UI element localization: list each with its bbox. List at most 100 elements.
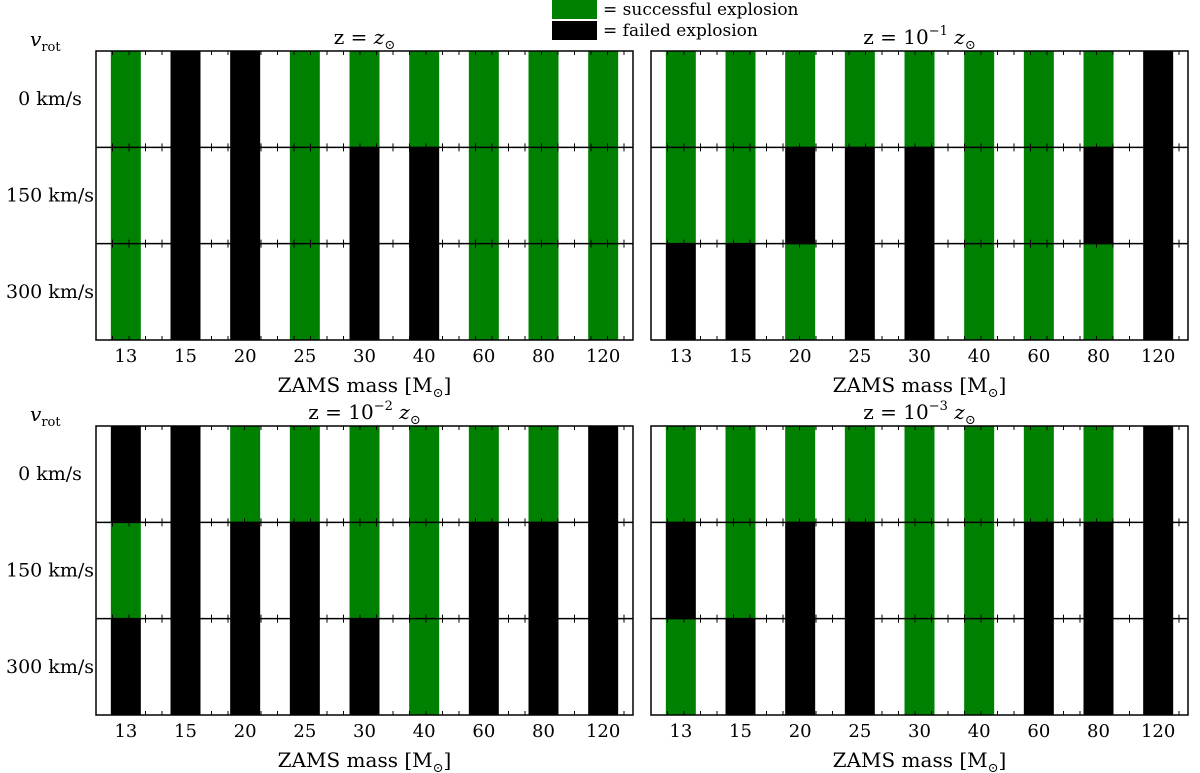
cell-15-0 bbox=[725, 51, 756, 148]
minor-ticks bbox=[667, 426, 1180, 715]
cell-25-300 bbox=[289, 618, 320, 715]
panel-title: z = 10−3 z⊙ bbox=[863, 399, 975, 428]
x-tick-label: 30 bbox=[908, 346, 931, 367]
panel-title: z = 10−1 z⊙ bbox=[863, 24, 975, 53]
cell-120-300 bbox=[588, 618, 619, 715]
cell-13-300 bbox=[665, 618, 696, 715]
cell-25-300 bbox=[289, 243, 320, 340]
cell-20-150 bbox=[230, 522, 261, 619]
cell-20-300 bbox=[785, 618, 816, 715]
cell-25-300 bbox=[844, 618, 875, 715]
panel-3: z = 10−2 z⊙ 13 15 20 25 30 40 60 80 120 ZAMS mass … bbox=[6, 399, 634, 773]
cell-30-150 bbox=[349, 147, 380, 244]
cell-80-300 bbox=[1083, 243, 1114, 340]
x-tick-label: 120 bbox=[586, 721, 620, 742]
cell-25-0 bbox=[289, 51, 320, 148]
cell-15-300 bbox=[725, 243, 756, 340]
cell-20-300 bbox=[785, 243, 816, 340]
x-tick-label: 80 bbox=[532, 721, 555, 742]
cell-60-150 bbox=[1023, 147, 1054, 244]
cell-20-300 bbox=[230, 618, 261, 715]
x-tick-label: 60 bbox=[472, 346, 495, 367]
panels: z = z⊙ 13 15 20 25 30 40 60 80 120 ZAMS mass [M⊙] 0… bbox=[6, 24, 1189, 773]
x-tick-label: 60 bbox=[472, 721, 495, 742]
x-tick-label: 40 bbox=[968, 346, 991, 367]
cell-13-0 bbox=[110, 51, 141, 148]
x-tick-label: 80 bbox=[532, 346, 555, 367]
cell-13-0 bbox=[665, 51, 696, 148]
cell-13-300 bbox=[110, 243, 141, 340]
cell-30-0 bbox=[349, 426, 380, 523]
legend-item-success: = successful explosion bbox=[552, 0, 799, 20]
x-tick-label: 20 bbox=[789, 721, 812, 742]
cell-60-0 bbox=[468, 426, 499, 523]
cell-20-0 bbox=[230, 426, 261, 523]
x-axis-label: ZAMS mass [M⊙] bbox=[833, 748, 1007, 773]
row-label: 150 km/s bbox=[6, 185, 94, 207]
panel-title: z = z⊙ bbox=[334, 25, 395, 53]
x-tick-label: 15 bbox=[174, 721, 197, 742]
cell-15-150 bbox=[725, 522, 756, 619]
legend-swatch bbox=[552, 0, 597, 19]
x-tick-label: 20 bbox=[234, 721, 257, 742]
cell-60-300 bbox=[468, 618, 499, 715]
cell-40-300 bbox=[409, 243, 440, 340]
cell-80-150 bbox=[528, 522, 559, 619]
y-axis-label: vrot bbox=[30, 402, 61, 430]
x-tick-label: 30 bbox=[353, 721, 376, 742]
cell-120-150 bbox=[1143, 147, 1174, 244]
x-tick-label: 60 bbox=[1027, 346, 1050, 367]
cell-30-0 bbox=[904, 426, 935, 523]
cell-25-150 bbox=[844, 522, 875, 619]
cell-13-0 bbox=[665, 426, 696, 523]
cell-25-0 bbox=[844, 426, 875, 523]
cell-80-0 bbox=[1083, 51, 1114, 148]
cell-20-0 bbox=[785, 426, 816, 523]
cell-80-300 bbox=[1083, 618, 1114, 715]
cell-13-0 bbox=[110, 426, 141, 523]
cell-20-300 bbox=[230, 243, 261, 340]
cell-80-300 bbox=[528, 618, 559, 715]
cell-40-150 bbox=[964, 147, 995, 244]
row-label: 150 km/s bbox=[6, 560, 94, 582]
x-tick-label: 40 bbox=[413, 346, 436, 367]
cell-60-300 bbox=[1023, 618, 1054, 715]
x-tick-label: 30 bbox=[353, 346, 376, 367]
row-label: 0 km/s bbox=[18, 463, 82, 485]
x-axis-label: ZAMS mass [M⊙] bbox=[278, 373, 452, 401]
x-tick-label: 20 bbox=[789, 346, 812, 367]
cell-40-150 bbox=[964, 522, 995, 619]
panel-title: z = 10−2 z⊙ bbox=[308, 399, 420, 428]
cell-120-150 bbox=[588, 522, 619, 619]
x-tick-label: 25 bbox=[848, 721, 871, 742]
x-tick-label: 80 bbox=[1087, 721, 1110, 742]
cell-40-0 bbox=[409, 426, 440, 523]
cell-30-150 bbox=[904, 522, 935, 619]
legend-item-fail: = failed explosion bbox=[552, 21, 758, 41]
minor-ticks bbox=[112, 51, 625, 340]
cell-120-0 bbox=[588, 426, 619, 523]
x-tick-label: 25 bbox=[293, 346, 316, 367]
cell-30-0 bbox=[904, 51, 935, 148]
panel-1: z = z⊙ 13 15 20 25 30 40 60 80 120 ZAMS mass [M⊙] 0… bbox=[6, 25, 634, 401]
panel-2: z = 10−1 z⊙ 13 15 20 25 30 40 60 80 120 ZAMS mass … bbox=[650, 24, 1189, 401]
cell-40-0 bbox=[964, 51, 995, 148]
cell-80-0 bbox=[528, 426, 559, 523]
cell-80-150 bbox=[1083, 147, 1114, 244]
cell-80-150 bbox=[1083, 522, 1114, 619]
x-tick-label: 15 bbox=[729, 721, 752, 742]
cell-20-150 bbox=[785, 147, 816, 244]
cell-13-150 bbox=[665, 147, 696, 244]
x-tick-label: 13 bbox=[114, 721, 137, 742]
cell-60-150 bbox=[468, 147, 499, 244]
x-tick-label: 80 bbox=[1087, 346, 1110, 367]
y-axis-label: vrot bbox=[30, 27, 61, 55]
cell-60-0 bbox=[1023, 51, 1054, 148]
cell-60-150 bbox=[468, 522, 499, 619]
cell-30-300 bbox=[349, 243, 380, 340]
x-tick-label: 25 bbox=[848, 346, 871, 367]
cell-20-150 bbox=[230, 147, 261, 244]
cell-15-0 bbox=[170, 51, 201, 148]
x-tick-label: 30 bbox=[908, 721, 931, 742]
